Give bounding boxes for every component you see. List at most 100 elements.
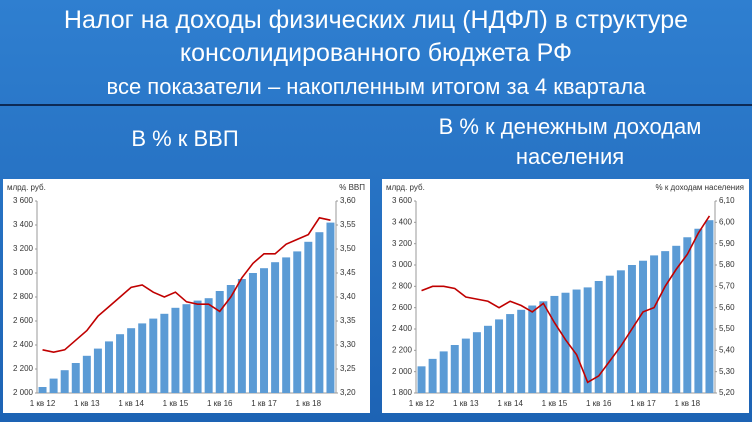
bar — [71, 363, 80, 393]
x-tick-label: 1 кв 16 — [207, 399, 233, 408]
bar — [93, 348, 102, 393]
divider — [0, 104, 752, 106]
bar — [605, 275, 614, 393]
bar — [82, 355, 91, 393]
panel-heading: В % к денежным доходам населения — [438, 114, 702, 169]
line — [421, 215, 711, 384]
bar — [127, 328, 136, 393]
y2-tick-label: 3,25 — [340, 364, 356, 373]
y-tick-label: 2 000 — [392, 367, 413, 376]
y-tick-label: 1 800 — [392, 388, 413, 397]
y-tick-label: 3 600 — [392, 196, 413, 205]
y2-tick-label: 5,30 — [719, 367, 735, 376]
bar — [138, 323, 147, 393]
bar — [104, 341, 113, 393]
bar — [461, 338, 470, 393]
bar — [171, 307, 180, 393]
y-tick-label: 2 800 — [392, 281, 413, 290]
x-tick-label: 1 кв 12 — [409, 399, 435, 408]
y2-tick-label: 3,30 — [340, 340, 356, 349]
y-tick-label: 3 000 — [13, 268, 34, 277]
bar — [483, 325, 492, 393]
bar — [282, 257, 291, 393]
y-tick-label: 2 400 — [13, 340, 34, 349]
chart: млрд. руб. % ВВП 2 000 2 200 2 400 2 600 2 800… — [7, 183, 365, 408]
bar — [672, 245, 681, 393]
bar — [539, 301, 548, 393]
bar — [215, 291, 224, 393]
bar — [583, 287, 592, 393]
bar — [260, 268, 269, 393]
bar — [315, 232, 324, 393]
y-tick-label: 2 200 — [392, 345, 413, 354]
y-axis-title: млрд. руб. — [386, 183, 425, 192]
chart-box: млрд. руб. % к доходам населения 1 800 2 00… — [382, 179, 749, 413]
bar — [506, 314, 515, 393]
x-tick-label: 1 кв 18 — [296, 399, 322, 408]
y2-tick-label: 5,50 — [719, 324, 735, 333]
bar — [248, 273, 257, 393]
bar — [561, 292, 570, 393]
bar — [517, 309, 526, 393]
y-tick-label: 2 400 — [392, 324, 413, 333]
y-tick-label: 3 400 — [392, 217, 413, 226]
bar — [472, 332, 481, 393]
x-tick-label: 1 кв 17 — [630, 399, 656, 408]
x-tick-label: 1 кв 13 — [453, 399, 479, 408]
bar — [304, 241, 313, 393]
y-tick-label: 2 000 — [13, 388, 34, 397]
y-axis-title: млрд. руб. — [7, 183, 46, 192]
y-tick-label: 2 600 — [392, 303, 413, 312]
chart: млрд. руб. % к доходам населения 1 800 2 00… — [386, 183, 745, 408]
chart-box: млрд. руб. % ВВП 2 000 2 200 2 400 2 600 2 800… — [3, 179, 370, 413]
y-tick-label: 3 400 — [13, 220, 34, 229]
bar — [149, 318, 158, 393]
y2-tick-label: 3,40 — [340, 292, 356, 301]
x-tick-label: 1 кв 16 — [586, 399, 612, 408]
bar — [650, 255, 659, 393]
x-tick-label: 1 кв 14 — [497, 399, 523, 408]
y2-tick-label: 5,60 — [719, 303, 735, 312]
bar — [417, 366, 426, 393]
y2-tick-label: 3,55 — [340, 220, 356, 229]
bar — [116, 334, 125, 393]
bar — [705, 220, 714, 393]
bar — [237, 279, 246, 393]
y-tick-label: 3 200 — [392, 239, 413, 248]
bar — [160, 313, 169, 393]
bar — [428, 358, 437, 393]
bar — [495, 319, 504, 393]
bar — [226, 285, 235, 393]
bar — [550, 295, 559, 393]
x-tick-label: 1 кв 17 — [251, 399, 277, 408]
slide-title: Налог на доходы физических лиц (НДФЛ) в … — [63, 6, 689, 67]
bar — [271, 262, 280, 393]
panel-heading: В % к ВВП — [131, 126, 239, 151]
bar — [49, 378, 58, 393]
bar — [193, 300, 202, 393]
y2-axis-title: % к доходам населения — [656, 183, 745, 192]
bar — [450, 345, 459, 393]
bar — [439, 351, 448, 393]
bar — [60, 370, 69, 393]
y2-tick-label: 5,90 — [719, 239, 735, 248]
y2-tick-label: 3,50 — [340, 244, 356, 253]
x-tick-label: 1 кв 18 — [675, 399, 701, 408]
bar — [683, 237, 692, 393]
y2-tick-label: 6,10 — [719, 196, 735, 205]
y2-tick-label: 5,20 — [719, 388, 735, 397]
bar — [594, 281, 603, 393]
y2-tick-label: 3,35 — [340, 316, 356, 325]
y-tick-label: 3 200 — [13, 244, 34, 253]
y2-tick-label: 5,80 — [719, 260, 735, 269]
bar — [661, 251, 670, 393]
bar — [639, 260, 648, 393]
x-tick-label: 1 кв 15 — [542, 399, 568, 408]
y-tick-label: 3 600 — [13, 196, 34, 205]
bar — [182, 304, 191, 393]
y2-tick-label: 3,20 — [340, 388, 356, 397]
y2-tick-label: 3,60 — [340, 196, 356, 205]
x-tick-label: 1 кв 12 — [30, 399, 56, 408]
x-tick-label: 1 кв 14 — [118, 399, 144, 408]
bar — [528, 305, 537, 393]
